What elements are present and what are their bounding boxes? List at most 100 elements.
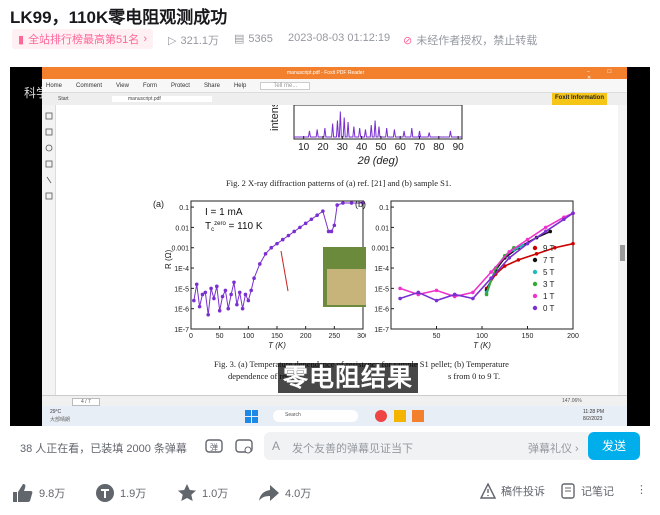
panel-a-point-37	[335, 203, 339, 207]
viewer-count: 38 人正在看，已装填 2000 条弹幕	[20, 443, 187, 455]
panel-b-series-5-point-5	[489, 276, 493, 281]
more-menu-icon[interactable]: ⋮	[636, 484, 647, 496]
panel-a-point-26	[280, 237, 285, 242]
fig3-caption-line2a: dependence of resista	[228, 371, 302, 381]
star-icon	[178, 484, 196, 501]
panel-a-point-23	[263, 252, 268, 256]
bookmark-icon	[45, 112, 53, 120]
panel-a-xlabel: T (K)	[268, 341, 286, 350]
file-explorer-icon[interactable]	[394, 410, 406, 422]
panel-a-point-18	[243, 292, 248, 297]
notes-button[interactable]: 记笔记	[560, 483, 614, 499]
taskbar-search[interactable]: Search	[273, 410, 358, 422]
signature-icon	[45, 192, 53, 200]
panel-a-ytick-label-4: 0.001	[171, 246, 189, 253]
danmaku-icon: ▤	[234, 33, 245, 45]
thumbs-up-icon	[13, 484, 33, 502]
layers-icon	[45, 160, 53, 168]
panel-a-ytick-label-3: 1E-4	[174, 266, 189, 273]
svg-text:弹: 弹	[210, 442, 218, 452]
panel-a-point-21	[252, 276, 256, 281]
panel-a-point-30	[303, 221, 308, 226]
panel-b-series-5-point-10	[571, 211, 575, 215]
xrd-series-line	[294, 111, 462, 138]
panel-b-ytick-label-3: 1E-4	[374, 266, 389, 273]
panel-a-ylabel: R (Ω)	[164, 249, 173, 269]
panel-b-legend-label-2: 5 T	[543, 268, 555, 277]
panel-b-series-4-point-0	[398, 286, 402, 291]
menu-protect[interactable]: Protect	[170, 82, 190, 89]
zoom-level[interactable]: 147.06%	[562, 398, 582, 404]
windows-start-icon[interactable]	[245, 410, 259, 424]
danmaku-settings-icon[interactable]	[235, 437, 253, 455]
chrome-icon[interactable]	[375, 410, 387, 422]
tell-me-search[interactable]: Tell me...	[260, 81, 311, 90]
panel-a-current-annotation: I = 1 mA	[205, 207, 243, 218]
panel-b-xlabel: T (K)	[473, 341, 491, 350]
coin-icon	[96, 484, 114, 502]
panel-a-point-19	[246, 298, 251, 303]
share-button[interactable]: 4.0万	[258, 483, 311, 503]
panel-b-series-5-point-7	[525, 241, 530, 246]
report-button[interactable]: 稿件投诉	[480, 483, 545, 499]
menu-view[interactable]: View	[116, 82, 129, 89]
panel-b-series-4-point-4	[471, 290, 475, 295]
menu-share[interactable]: Share	[203, 82, 220, 89]
send-button[interactable]: 发送	[588, 432, 640, 460]
page-indicator[interactable]: 4 / 7	[72, 398, 100, 406]
panel-b-ytick-label-4: 0.001	[371, 246, 389, 253]
share-arrow-icon	[259, 485, 279, 501]
panel-b-series-5-point-2	[434, 298, 439, 303]
like-button[interactable]: 9.8万	[12, 483, 65, 503]
video-player[interactable]: 科学 manuscript.pdf - Foxit PDF Reader – ☐…	[10, 67, 650, 426]
danmaku-toggle-icon[interactable]: 弹	[205, 437, 223, 455]
menu-form[interactable]: Form	[142, 82, 157, 89]
danmaku-etiquette-link[interactable]: 弹幕礼仪 ›	[528, 443, 579, 455]
danmaku-count: ▤ 5365	[234, 32, 273, 46]
warning-icon	[480, 483, 496, 499]
menu-help[interactable]: Help	[233, 82, 247, 89]
sidebar-icons[interactable]	[42, 105, 56, 225]
tab-manuscript[interactable]: manuscript.pdf	[112, 96, 212, 102]
panel-b-legend-label-1: 7 T	[543, 256, 555, 265]
danmaku-bar: 38 人正在看，已装填 2000 条弹幕 弹 A 发个友善的弹幕见证当下 弹幕礼…	[0, 428, 660, 464]
chart-panel-b: (b) 1E-7 1E-6 1E-5 1E-4 0.001 0.01 0.1 50 100 150 2…	[355, 199, 579, 350]
text-icon: A	[272, 439, 281, 453]
xrd-xtick-label-6: 70	[414, 142, 426, 153]
panel-b-legend-marker-1	[532, 257, 538, 263]
panel-a-point-15	[235, 302, 239, 307]
vertical-scrollbar[interactable]	[618, 105, 627, 395]
pdf-page[interactable]: intens 10 20 30 40 50 60 70 80 90 2θ (deg) Fig. 2 …	[56, 105, 618, 395]
app-titlebar: manuscript.pdf - Foxit PDF Reader – ☐ ✕	[42, 67, 627, 81]
xrd-xtick-label-3: 40	[356, 142, 368, 153]
danmaku-input[interactable]: 发个友善的弹幕见证当下	[292, 443, 413, 455]
danmaku-input-box: A 发个友善的弹幕见证当下 弹幕礼仪 › 发送	[264, 432, 640, 460]
xrd-plot: intens 10 20 30 40 50 60 70 80 90 2θ (deg)	[269, 105, 464, 167]
panel-a-point-27	[286, 233, 291, 238]
panel-a-point-11	[223, 288, 228, 293]
favorite-button[interactable]: 1.0万	[177, 483, 228, 503]
panel-b-series-5-point-3	[452, 292, 457, 297]
panel-a-point-38	[341, 201, 345, 205]
panel-b-series-5-point-6	[507, 256, 512, 260]
panel-b-series-0-point-6	[571, 241, 575, 246]
foxit-info-button[interactable]: Foxit Information	[552, 93, 607, 105]
panel-a-point-20	[249, 288, 253, 293]
window-controls[interactable]: – ☐ ✕	[587, 69, 620, 81]
panel-b-series-0-point-4	[534, 252, 539, 256]
panel-b-series-5-point-1	[416, 290, 421, 295]
panel-b-series-4-point-8	[543, 225, 548, 230]
play-icon: ▷	[168, 34, 177, 47]
panel-b-legend-label-4: 1 T	[543, 292, 555, 301]
menu-comment[interactable]: Comment	[76, 82, 103, 89]
tab-start[interactable]: Start	[58, 96, 69, 102]
panel-a-ytick-label-1: 1E-6	[174, 307, 189, 314]
panel-a-point-40	[361, 201, 365, 205]
xrd-ylabel: intens	[269, 105, 281, 131]
xrd-xtick-label-5: 60	[395, 142, 407, 153]
rank-badge[interactable]: ▮ 全站排行榜最高第51名 ›	[12, 29, 153, 49]
foxit-taskbar-icon[interactable]	[412, 410, 424, 422]
menu-home[interactable]: Home	[46, 82, 63, 89]
coin-button[interactable]: 1.9万	[95, 483, 146, 503]
panel-b-ytick-label-5: 0.01	[375, 225, 389, 232]
